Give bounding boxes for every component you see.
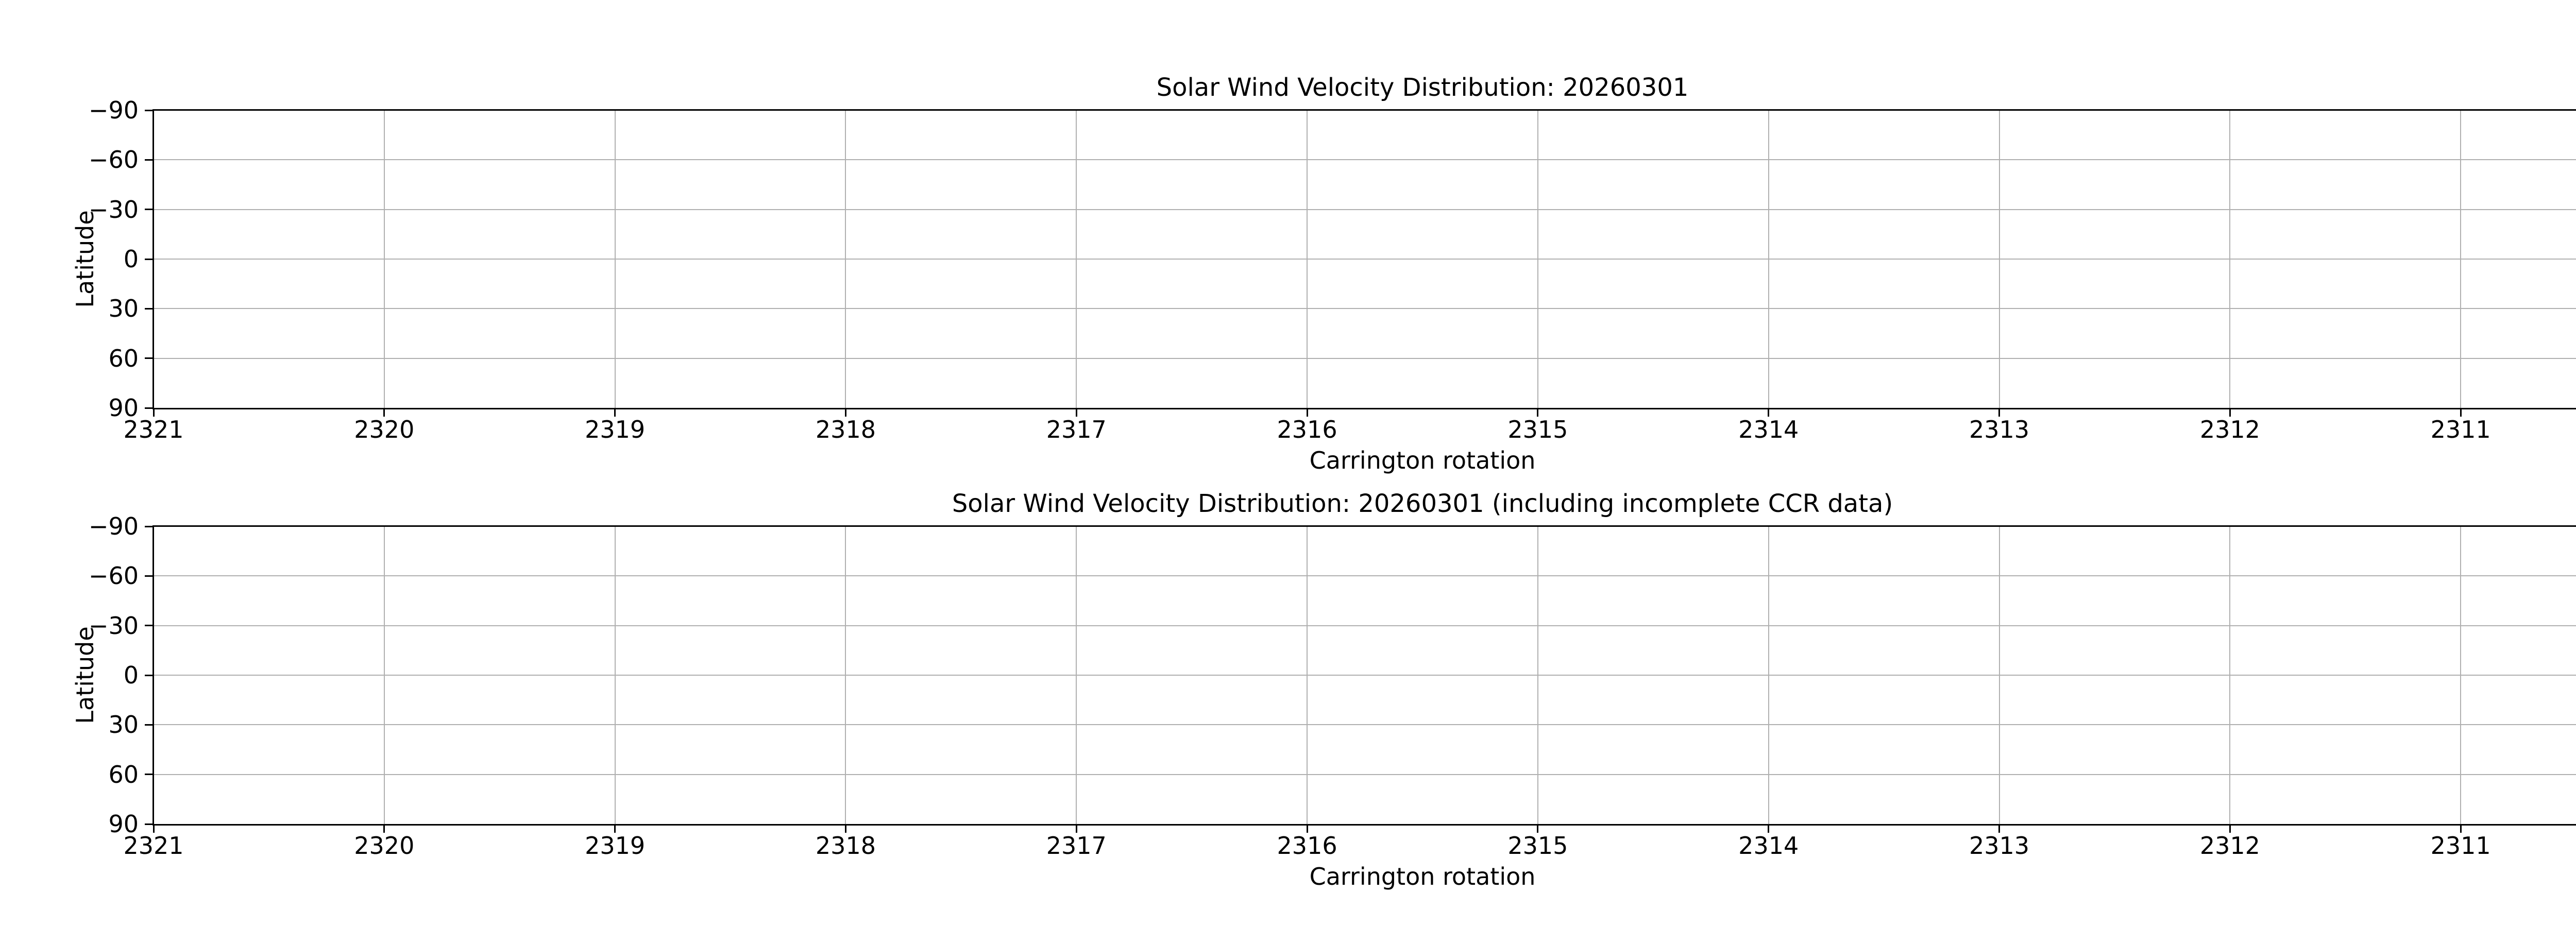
x-tick-label: 2319	[585, 416, 646, 443]
x-tick	[383, 825, 385, 833]
x-tick	[1075, 409, 1077, 417]
y-tick	[145, 109, 152, 111]
x-tick-label: 2321	[123, 832, 184, 860]
y-tick-label: −90	[88, 96, 139, 124]
panel-2-xlabel: Carrington rotation	[1309, 863, 1536, 890]
panel-1-plot-area	[152, 109, 2576, 409]
y-tick	[145, 307, 152, 310]
x-tick-label: 2320	[354, 832, 415, 860]
x-tick-label: 2316	[1277, 416, 1337, 443]
x-tick-label: 2313	[1969, 832, 2030, 860]
x-tick	[2229, 409, 2231, 417]
y-tick	[145, 823, 152, 825]
x-tick	[844, 409, 846, 417]
x-tick	[1306, 825, 1308, 833]
x-tick-label: 2315	[1507, 416, 1568, 443]
y-tick	[145, 525, 152, 527]
x-tick-label: 2320	[354, 416, 415, 443]
panel-1-ylabel: Latitude	[71, 210, 99, 308]
gridline-y	[154, 159, 2576, 161]
y-tick	[145, 258, 152, 260]
y-tick	[145, 159, 152, 161]
panel-2-plot-area	[152, 525, 2576, 826]
y-tick-label: −60	[88, 562, 139, 590]
panel-2-title: Solar Wind Velocity Distribution: 202603…	[952, 489, 1893, 518]
x-tick	[614, 409, 616, 417]
x-tick	[2229, 825, 2231, 833]
x-tick	[1306, 409, 1308, 417]
y-tick-label: −60	[88, 146, 139, 174]
x-tick-label: 2313	[1969, 416, 2030, 443]
gridline-y	[154, 575, 2576, 577]
gridline-y	[154, 675, 2576, 676]
gridline-y	[154, 357, 2576, 359]
y-tick-label: 30	[108, 295, 139, 323]
x-tick-label: 2315	[1507, 832, 1568, 860]
y-tick-label: −90	[88, 512, 139, 540]
y-tick-label: −30	[88, 195, 139, 224]
x-tick-label: 2312	[2199, 832, 2260, 860]
x-tick	[1768, 409, 1770, 417]
x-tick-label: 2317	[1046, 832, 1107, 860]
y-tick-label: −30	[88, 611, 139, 640]
y-tick	[145, 209, 152, 211]
x-tick	[383, 409, 385, 417]
x-tick	[1537, 825, 1539, 833]
x-tick-label: 2316	[1277, 832, 1337, 860]
x-tick-label: 2318	[815, 832, 876, 860]
x-tick	[1998, 409, 2001, 417]
x-tick-label: 2311	[2430, 416, 2491, 443]
x-tick-label: 2321	[123, 416, 184, 443]
y-tick	[145, 674, 152, 676]
y-tick-label: 90	[108, 810, 139, 838]
gridline-y	[154, 209, 2576, 210]
gridline-y	[154, 774, 2576, 775]
x-tick-label: 2318	[815, 416, 876, 443]
x-tick	[614, 825, 616, 833]
x-tick	[152, 825, 155, 833]
y-tick	[145, 357, 152, 359]
gridline-y	[154, 308, 2576, 310]
panel-1-xlabel: Carrington rotation	[1309, 447, 1536, 474]
panel-2-ylabel: Latitude	[71, 626, 99, 724]
y-tick-label: 60	[108, 760, 139, 788]
panel-1-title: Solar Wind Velocity Distribution: 202603…	[1156, 73, 1689, 102]
x-tick-label: 2319	[585, 832, 646, 860]
x-tick-label: 2317	[1046, 416, 1107, 443]
x-tick	[1768, 825, 1770, 833]
gridline-y	[154, 625, 2576, 626]
y-tick	[145, 575, 152, 577]
y-tick-label: 0	[123, 661, 139, 689]
y-tick-label: 30	[108, 711, 139, 739]
gridline-y	[154, 259, 2576, 260]
x-tick	[1075, 825, 1077, 833]
gridline-y	[154, 724, 2576, 726]
x-tick-label: 2311	[2430, 832, 2491, 860]
y-tick-label: 60	[108, 344, 139, 372]
y-tick	[145, 407, 152, 409]
x-tick	[1998, 825, 2001, 833]
x-tick	[2460, 409, 2462, 417]
y-tick	[145, 724, 152, 726]
x-tick	[1537, 409, 1539, 417]
y-tick	[145, 625, 152, 627]
y-tick-label: 0	[123, 245, 139, 273]
x-tick	[152, 409, 155, 417]
x-tick-label: 2314	[1738, 832, 1799, 860]
x-tick-label: 2314	[1738, 416, 1799, 443]
y-tick-label: 90	[108, 394, 139, 422]
y-tick	[145, 774, 152, 776]
x-tick	[2460, 825, 2462, 833]
x-tick-label: 2312	[2199, 416, 2260, 443]
x-tick	[844, 825, 846, 833]
